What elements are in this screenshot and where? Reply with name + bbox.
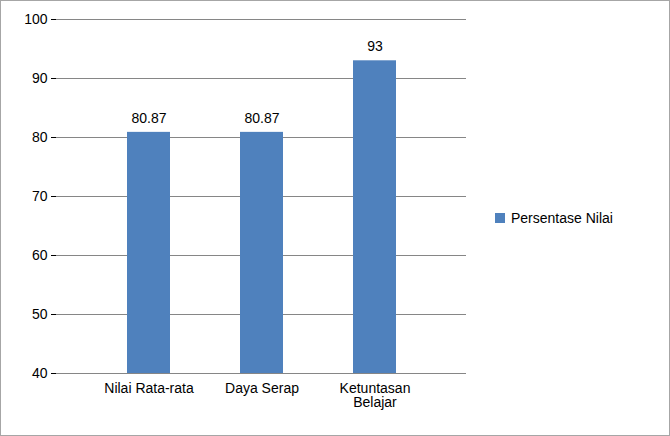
svg-text:100: 100 — [24, 11, 48, 27]
svg-text:Nilai Rata-rata: Nilai Rata-rata — [104, 380, 194, 396]
svg-text:60: 60 — [32, 247, 48, 263]
svg-text:93: 93 — [367, 38, 383, 54]
svg-text:70: 70 — [32, 188, 48, 204]
svg-text:KetuntasanBelajar: KetuntasanBelajar — [340, 380, 411, 410]
svg-text:80.87: 80.87 — [244, 110, 279, 126]
svg-text:90: 90 — [32, 70, 48, 86]
svg-text:80: 80 — [32, 129, 48, 145]
svg-text:80.87: 80.87 — [131, 110, 166, 126]
svg-text:50: 50 — [32, 306, 48, 322]
svg-text:Daya Serap: Daya Serap — [225, 380, 299, 396]
html-text:Persentase Nilai: Persentase Nilai — [511, 210, 613, 226]
svg-text:40: 40 — [32, 365, 48, 381]
